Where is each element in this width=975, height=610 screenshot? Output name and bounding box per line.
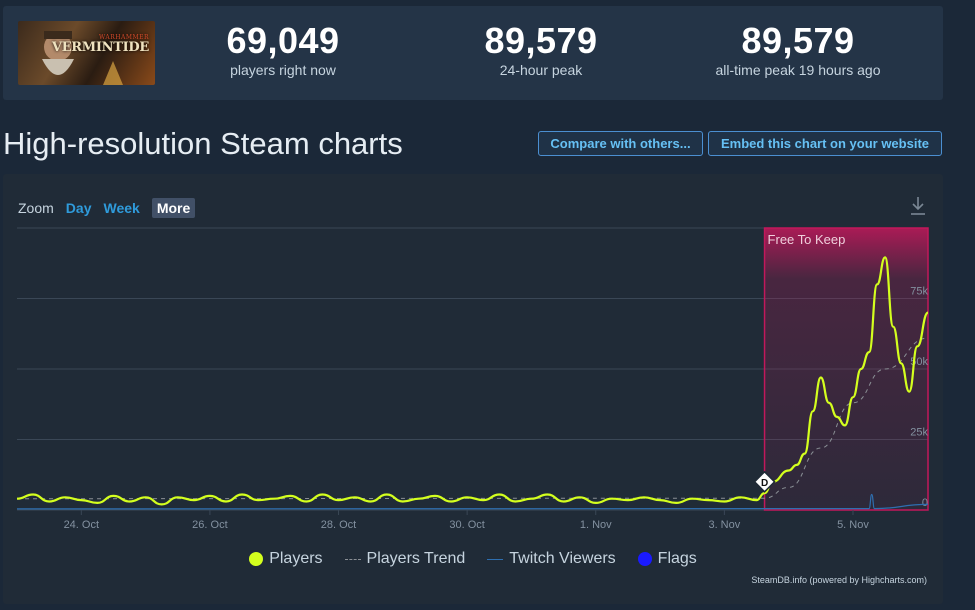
y-tick-label: 25k — [910, 427, 928, 439]
download-icon[interactable] — [909, 194, 927, 218]
stat-label: players right now — [230, 62, 336, 78]
chart-credit: SteamDB.info (powered by Highcharts.com) — [751, 575, 927, 585]
stat-value: 89,579 — [741, 20, 855, 61]
stat-all-time-peak: 89,579 all-time peak 19 hours ago — [688, 21, 908, 79]
stats-panel: WARHAMMER VERMINTIDE 69,049 players righ… — [3, 6, 943, 100]
stat-value: 69,049 — [226, 20, 340, 61]
free-to-keep-band — [763, 227, 929, 511]
stat-24h-peak: 89,579 24-hour peak — [456, 21, 626, 79]
legend-flags[interactable]: Flags — [637, 550, 697, 568]
x-tick-label: 26. Oct — [192, 519, 227, 531]
legend-label: Players Trend — [366, 550, 466, 567]
chart-panel: Zoom Day Week More Free To Keep 0 25k 50k 75… — [3, 174, 943, 604]
x-tick-label: 24. Oct — [64, 519, 99, 531]
zoom-week-button[interactable]: Week — [103, 200, 140, 216]
legend-label: Players — [269, 550, 323, 567]
stat-label: 24-hour peak — [499, 62, 583, 78]
game-art — [42, 31, 123, 85]
legend-label: Flags — [657, 550, 697, 567]
series-twitch-viewers — [16, 493, 929, 510]
legend-players[interactable]: Players — [249, 550, 323, 568]
page-title: High-resolution Steam charts — [3, 126, 403, 161]
zoom-label: Zoom — [18, 200, 54, 216]
flags-legend-dot — [637, 552, 652, 566]
flag-label: D — [761, 478, 768, 489]
chart-legend: Players Players Trend Twitch Viewers Fla… — [3, 550, 943, 568]
stat-players-now: 69,049 players right now — [198, 21, 368, 79]
y-tick-label: 0 — [922, 497, 928, 509]
zoom-day-button[interactable]: Day — [65, 200, 92, 216]
zoom-controls: Zoom Day Week More — [18, 198, 196, 218]
trend-legend-line — [344, 558, 361, 560]
x-tick-label: 28. Oct — [321, 519, 356, 531]
x-tick-label: 30. Oct — [449, 519, 484, 531]
diamond-flag-icon — [753, 470, 776, 493]
twitch-legend-line — [487, 558, 504, 560]
y-tick-label: 75k — [910, 286, 928, 298]
compare-button[interactable]: Compare with others... — [538, 131, 703, 156]
zoom-more-button[interactable]: More — [151, 198, 196, 218]
game-logo: WARHAMMER VERMINTIDE — [51, 34, 149, 55]
embed-chart-button[interactable]: Embed this chart on your website — [708, 131, 942, 156]
x-tick-label: 5. Nov — [837, 519, 869, 531]
x-tick-label: 1. Nov — [580, 519, 612, 531]
series-players — [16, 256, 930, 506]
legend-twitch-viewers[interactable]: Twitch Viewers — [487, 550, 616, 568]
stat-value: 89,579 — [484, 20, 598, 61]
stat-label: all-time peak 19 hours ago — [715, 62, 881, 78]
band-label: Free To Keep — [768, 232, 846, 247]
legend-label: Twitch Viewers — [509, 550, 616, 567]
players-legend-dot — [249, 552, 264, 566]
series-players-trend — [16, 337, 929, 500]
x-tick-label: 3. Nov — [708, 519, 740, 531]
game-thumbnail[interactable]: WARHAMMER VERMINTIDE — [18, 21, 155, 85]
legend-players-trend[interactable]: Players Trend — [344, 550, 466, 568]
